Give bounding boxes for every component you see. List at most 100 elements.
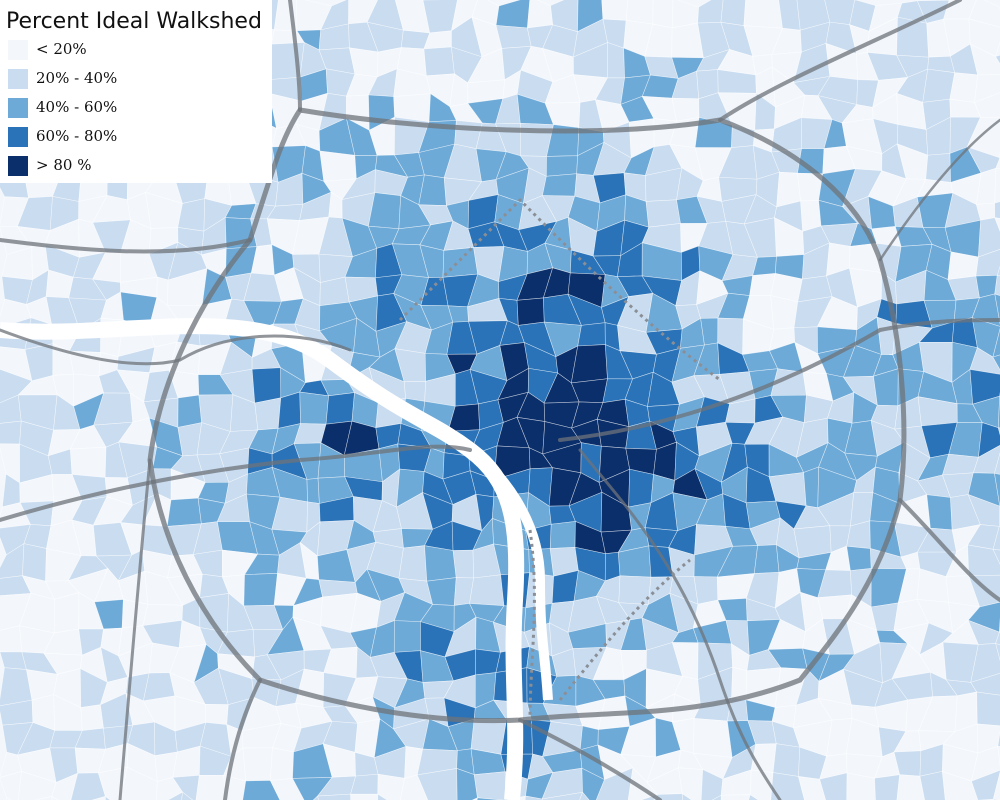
tract bbox=[473, 771, 507, 800]
tract bbox=[748, 794, 759, 800]
tract bbox=[172, 774, 200, 800]
tract bbox=[34, 796, 53, 800]
tract bbox=[803, 466, 819, 509]
tract bbox=[51, 795, 59, 800]
tract bbox=[994, 201, 1000, 219]
tract bbox=[978, 422, 1000, 458]
highway bbox=[223, 678, 262, 800]
tract bbox=[798, 776, 826, 800]
tract bbox=[470, 718, 507, 755]
tract bbox=[177, 394, 202, 428]
tract bbox=[105, 795, 111, 800]
highway bbox=[898, 498, 1000, 602]
tract bbox=[325, 392, 355, 425]
river bbox=[0, 318, 553, 800]
tract bbox=[995, 631, 1000, 646]
tract bbox=[377, 773, 405, 800]
highway bbox=[288, 0, 302, 112]
tract bbox=[442, 247, 479, 278]
highway bbox=[0, 444, 472, 522]
tract bbox=[625, 0, 654, 25]
legend-label: 40% - 60% bbox=[36, 98, 117, 116]
tract bbox=[516, 297, 545, 326]
tract bbox=[495, 25, 532, 49]
legend-swatch bbox=[8, 156, 28, 176]
tract bbox=[967, 544, 1000, 576]
tract bbox=[0, 625, 23, 653]
tract bbox=[423, 46, 455, 77]
tract bbox=[277, 391, 301, 429]
tract bbox=[350, 793, 379, 800]
tract bbox=[570, 344, 608, 384]
tract bbox=[549, 521, 576, 549]
tract bbox=[393, 620, 421, 653]
tract bbox=[424, 545, 457, 582]
tract bbox=[70, 446, 107, 478]
tract bbox=[720, 794, 751, 800]
tract bbox=[242, 747, 273, 782]
highway bbox=[578, 448, 782, 800]
tract bbox=[416, 768, 458, 800]
tract bbox=[524, 795, 543, 800]
tract bbox=[312, 795, 320, 800]
beltway bbox=[147, 107, 907, 724]
tract bbox=[995, 54, 1000, 65]
tract bbox=[995, 41, 1000, 57]
tract bbox=[542, 173, 577, 197]
tract bbox=[299, 391, 329, 425]
tract bbox=[995, 157, 1000, 169]
highway bbox=[518, 718, 662, 800]
rail-line bbox=[398, 197, 721, 382]
tract bbox=[242, 780, 281, 800]
legend-title: Percent Ideal Walkshed bbox=[6, 9, 262, 34]
tract bbox=[971, 745, 1000, 782]
tract bbox=[919, 771, 946, 800]
tract bbox=[0, 420, 22, 445]
tract bbox=[546, 155, 578, 177]
tract bbox=[645, 199, 681, 228]
tract bbox=[970, 643, 1000, 683]
tract bbox=[942, 770, 979, 800]
legend-items: < 20% 20% - 40% 40% - 60% 60% - 80% > 80 % bbox=[8, 40, 117, 176]
legend-label: 60% - 80% bbox=[36, 127, 117, 145]
tract bbox=[846, 772, 876, 800]
tract bbox=[319, 150, 357, 182]
tract bbox=[628, 468, 654, 508]
tract bbox=[949, 72, 979, 103]
tract bbox=[968, 0, 1000, 28]
tract bbox=[994, 168, 1000, 204]
tract bbox=[167, 791, 183, 800]
tract bbox=[22, 543, 47, 582]
tract bbox=[711, 794, 722, 800]
rail-line bbox=[528, 529, 536, 721]
tract bbox=[992, 327, 1000, 358]
tract bbox=[978, 217, 1000, 258]
tract bbox=[772, 743, 801, 777]
tract bbox=[819, 772, 848, 800]
tract bbox=[317, 793, 352, 800]
tract bbox=[753, 544, 780, 574]
tract bbox=[942, 453, 979, 476]
tract bbox=[720, 0, 746, 27]
tract bbox=[692, 718, 733, 758]
legend-box bbox=[0, 0, 272, 183]
tract bbox=[51, 772, 79, 800]
tract bbox=[743, 0, 783, 29]
tract bbox=[53, 592, 80, 634]
tract bbox=[997, 730, 1000, 747]
tract bbox=[254, 397, 282, 431]
tract bbox=[749, 769, 774, 800]
legend: Percent Ideal Walkshed < 20% 20% - 40% 40%… bbox=[0, 0, 272, 183]
tract bbox=[697, 0, 724, 24]
tract bbox=[251, 367, 282, 404]
tract bbox=[306, 477, 320, 504]
legend-swatch bbox=[8, 40, 28, 60]
tract bbox=[994, 452, 1000, 475]
tract bbox=[996, 265, 1000, 276]
tract bbox=[926, 494, 953, 531]
tract bbox=[947, 251, 979, 280]
legend-label: > 80 % bbox=[36, 156, 91, 174]
tract bbox=[671, 97, 700, 122]
